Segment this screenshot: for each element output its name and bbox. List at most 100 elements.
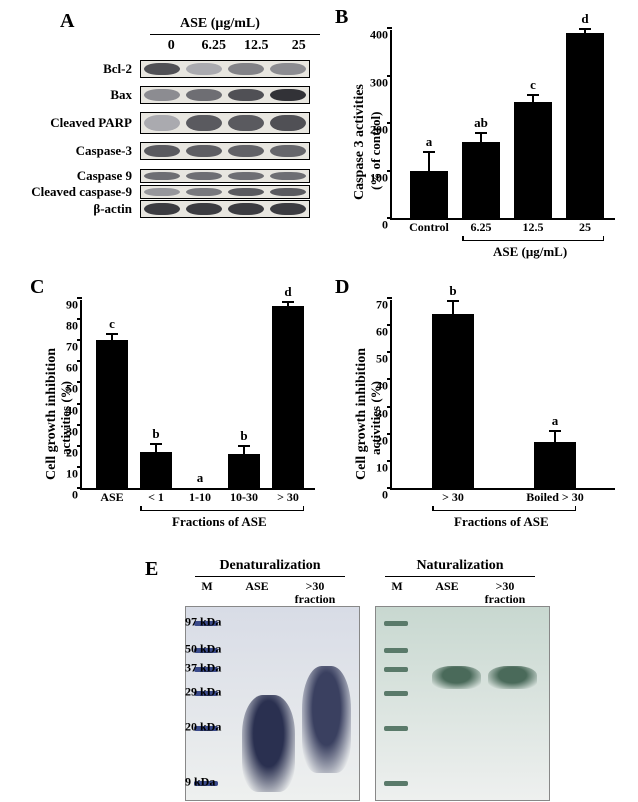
- panel-a-western-blot: A ASE (μg/mL) 06.2512.525 Bcl-2BaxCleave…: [30, 10, 320, 260]
- panel-e-label: E: [145, 558, 158, 581]
- marker-band: [384, 667, 408, 672]
- blot-strip: [140, 86, 310, 104]
- mw-label: 37 kDa: [185, 661, 189, 676]
- mw-label: 97 kDa: [185, 614, 189, 629]
- blot-band: [270, 145, 306, 157]
- xtick-label: Control: [409, 218, 449, 235]
- panel-c-plot: 0102030405060708090cASEb< 1a1-10b10-30d>…: [80, 300, 315, 490]
- bar: d: [272, 306, 304, 488]
- blot-band: [228, 63, 264, 75]
- ytick-label: 60: [66, 361, 82, 376]
- bar: b: [432, 314, 474, 488]
- sig-letter: b: [152, 426, 159, 442]
- gel-col-head: M: [372, 580, 422, 593]
- blot-strip: [140, 200, 310, 218]
- blot-strip: [140, 185, 310, 199]
- ytick-label: 0: [72, 488, 82, 503]
- blot-band: [228, 145, 264, 157]
- blot-band: [186, 115, 222, 131]
- xtick-label: > 30: [277, 488, 299, 505]
- panel-e-gels: Denaturalization Naturalization MASE>30f…: [175, 558, 595, 798]
- sig-letter: a: [552, 413, 559, 429]
- bar: c: [514, 102, 552, 218]
- gel-smear: [432, 666, 481, 689]
- x-group-label: ASE (μg/mL): [493, 244, 567, 260]
- bar: b: [228, 454, 260, 488]
- sig-letter: c: [530, 77, 536, 93]
- blot-row: β-actin: [30, 200, 310, 218]
- xtick-label: 12.5: [523, 218, 544, 235]
- gel-col-head: ASE: [422, 580, 472, 593]
- blot-row: Cleaved caspase-9: [30, 184, 310, 200]
- blot-band: [144, 89, 180, 101]
- blot-band: [270, 89, 306, 101]
- xtick-label: Boiled > 30: [526, 488, 584, 505]
- ytick-label: 50: [66, 382, 82, 397]
- dose-label: 0: [150, 38, 193, 54]
- blot-band: [144, 115, 180, 131]
- bar: a: [534, 442, 576, 488]
- marker-band: [384, 648, 408, 653]
- ytick-label: 80: [66, 319, 82, 334]
- sig-letter: a: [197, 470, 204, 486]
- blot-label: Caspase-3: [30, 143, 140, 159]
- blot-row: Caspase 9: [30, 168, 310, 184]
- blot-band: [144, 188, 180, 196]
- marker-band: [384, 691, 408, 696]
- marker-band: [384, 726, 408, 731]
- ytick-label: 70: [66, 340, 82, 355]
- blot-band: [186, 145, 222, 157]
- ytick-label: 10: [66, 466, 82, 481]
- blot-band: [228, 172, 264, 180]
- blot-band: [228, 89, 264, 101]
- blot-band: [186, 172, 222, 180]
- panel-d-plot: 010203040506070b> 30aBoiled > 30Fraction…: [390, 300, 615, 490]
- gel-smear: [242, 695, 295, 793]
- blot-label: Bcl-2: [30, 61, 140, 77]
- gel-col-head: >30fraction: [290, 580, 340, 606]
- blot-strip: [140, 169, 310, 183]
- panel-a-header: ASE (μg/mL): [180, 16, 260, 32]
- xtick-label: 1-10: [189, 488, 211, 505]
- gel-nat: [375, 606, 550, 801]
- blot-label: β-actin: [30, 201, 140, 217]
- ytick-label: 0: [382, 488, 392, 503]
- sig-letter: d: [284, 284, 291, 300]
- blot-strip: [140, 142, 310, 160]
- blot-band: [270, 172, 306, 180]
- ytick-label: 20: [376, 433, 392, 448]
- gel-col-head: ASE: [232, 580, 282, 593]
- blot-label: Cleaved PARP: [30, 115, 140, 131]
- blot-band: [270, 203, 306, 215]
- bar: d: [566, 33, 604, 218]
- panel-c-label: C: [30, 276, 44, 299]
- x-group-label: Fractions of ASE: [454, 514, 549, 530]
- mw-label: 29 kDa: [185, 684, 189, 699]
- ytick-label: 50: [376, 352, 392, 367]
- blot-row: Bcl-2: [30, 60, 310, 78]
- blot-band: [228, 115, 264, 131]
- xtick-label: 25: [579, 218, 591, 235]
- bar: b: [140, 452, 172, 488]
- ytick-label: 90: [66, 298, 82, 313]
- xtick-label: 6.25: [471, 218, 492, 235]
- panel-a-doses: 06.2512.525: [150, 38, 320, 54]
- ytick-label: 200: [370, 123, 392, 138]
- blot-band: [186, 63, 222, 75]
- blot-label: Cleaved caspase-9: [30, 184, 140, 200]
- blot-band: [144, 145, 180, 157]
- sig-letter: b: [240, 428, 247, 444]
- ytick-label: 70: [376, 298, 392, 313]
- blot-band: [228, 188, 264, 196]
- xtick-label: 10-30: [230, 488, 258, 505]
- sig-letter: c: [109, 316, 115, 332]
- blot-band: [228, 203, 264, 215]
- ytick-label: 40: [66, 403, 82, 418]
- marker-band: [384, 781, 408, 786]
- mw-label: 50 kDa: [185, 641, 189, 656]
- bar: ab: [462, 142, 500, 218]
- dose-label: 12.5: [235, 38, 278, 54]
- blot-band: [186, 203, 222, 215]
- gel-col-head: M: [182, 580, 232, 593]
- sig-letter: ab: [474, 115, 488, 131]
